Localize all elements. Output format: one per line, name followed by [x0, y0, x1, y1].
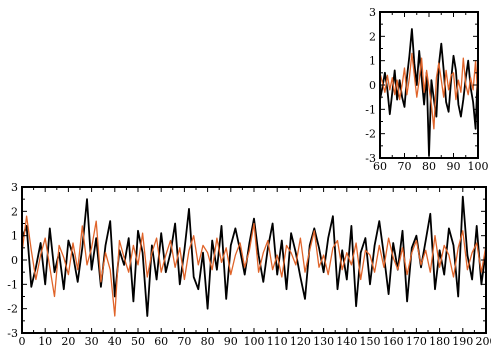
main-x-tick-label: 50: [131, 335, 145, 347]
main-x-tick-label: 20: [61, 335, 75, 347]
main-series-2-line: [21, 215, 487, 317]
main-x-tick-label: 40: [108, 335, 122, 347]
main-x-tick-label: 180: [429, 335, 450, 347]
inset-x-tick-label: 100: [468, 160, 489, 173]
inset-y-tick-label: 1: [369, 55, 376, 68]
main-x-tick-label: 120: [290, 335, 311, 347]
inset-x-tick-label: 90: [447, 160, 461, 173]
inset-y-tick-label: 2: [369, 30, 376, 43]
inset-y-tick-label: 0: [369, 79, 376, 92]
inset-y-tick-label: -3: [365, 152, 376, 165]
inset-y-tick-label: 3: [369, 6, 376, 19]
inset-y-tick-label: -2: [365, 128, 376, 141]
main-series-1-line: [21, 195, 487, 317]
main-x-tick-label: 90: [224, 335, 238, 347]
main-x-tick-label: 70: [177, 335, 191, 347]
main-x-tick-label: 130: [313, 335, 334, 347]
main-x-tick-label: 30: [85, 335, 99, 347]
main-y-tick-label: 3: [11, 181, 18, 194]
main-chart: 0 10 20 30 40 50 60 70 80 90 100 110 120 130 140 150 160…: [7, 181, 491, 347]
main-y-tick-label: -1: [7, 278, 18, 291]
main-x-tick-label: 150: [360, 335, 381, 347]
main-x-tick-label: 160: [383, 335, 404, 347]
main-x-tick-label: 60: [154, 335, 168, 347]
inset-x-tick-label: 80: [422, 160, 436, 173]
main-x-tick-label: 140: [336, 335, 357, 347]
inset-y-tick-label: -1: [365, 103, 376, 116]
main-x-tick-label: 10: [38, 335, 52, 347]
inset-x-tick-label: 60: [373, 160, 387, 173]
main-y-tick-label: 2: [11, 205, 18, 218]
main-x-tick-label: 0: [19, 335, 26, 347]
inset-x-tick-label: 70: [398, 160, 412, 173]
main-x-tick-label: 170: [406, 335, 427, 347]
main-y-tick-label: -3: [7, 327, 18, 340]
main-x-tick-label: 80: [201, 335, 215, 347]
main-y-tick-label: -2: [7, 303, 18, 316]
main-y-tick-label: 0: [11, 254, 18, 267]
main-x-tick-label: 110: [267, 335, 288, 347]
main-x-tick-label: 100: [244, 335, 265, 347]
main-y-tick-label: 1: [11, 230, 18, 243]
inset-chart: 60 70 80 90 100 -3 -2 -1 0 1 2 3: [365, 6, 488, 173]
main-x-tick-label: 200: [476, 335, 491, 347]
inset-series-2-line: [379, 52, 479, 130]
main-x-tick-label: 190: [452, 335, 473, 347]
